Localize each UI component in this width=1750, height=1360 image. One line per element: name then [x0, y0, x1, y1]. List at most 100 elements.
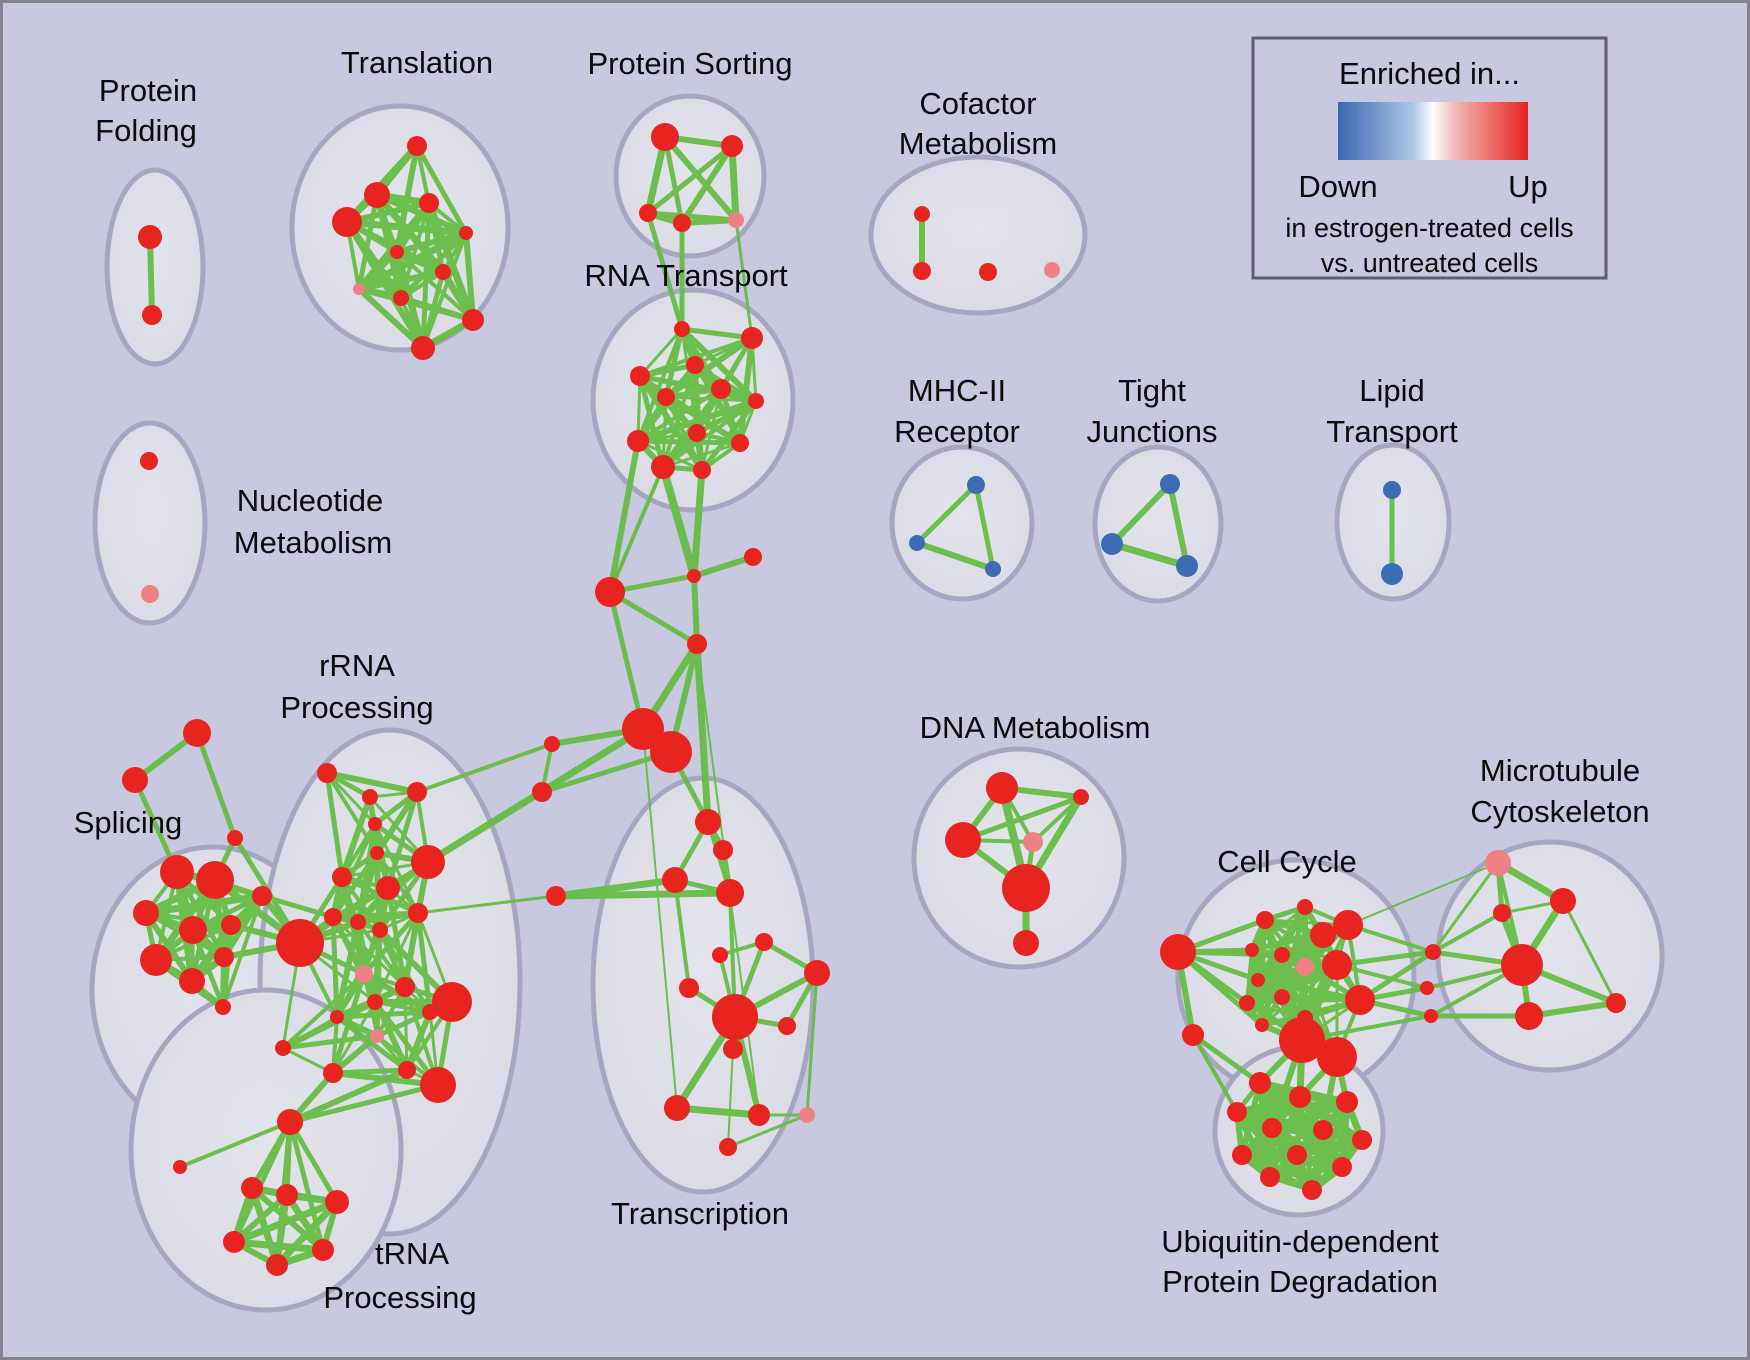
network-edge [274, 1192, 290, 1268]
network-node [353, 283, 365, 295]
network-node [651, 455, 675, 479]
network-node [1023, 832, 1043, 852]
network-node [1279, 1017, 1325, 1063]
network-edge [973, 482, 996, 572]
network-edge [1526, 1000, 1619, 1019]
network-edge [281, 972, 366, 1050]
network-edge [637, 373, 705, 473]
network-node [1274, 947, 1290, 963]
network-edge [727, 1048, 734, 1148]
network-edge [690, 466, 706, 580]
network-node [748, 1104, 770, 1126]
legend: Enriched in... Down Up in estrogen-treated … [1251, 36, 1608, 280]
network-edge [1245, 933, 1325, 1005]
network-edge [914, 482, 979, 546]
network-node [1485, 850, 1511, 876]
network-edge [1267, 1164, 1345, 1180]
network-node [179, 968, 205, 994]
network-node [420, 1067, 456, 1103]
network-edge [607, 589, 646, 732]
network-node [728, 212, 744, 228]
network-edge [638, 327, 684, 378]
network-edge [325, 771, 377, 826]
network-edge [399, 270, 445, 300]
network-node [324, 908, 342, 926]
lipid-transport-label: Lipid [1359, 373, 1425, 408]
lipid-transport-label: Transport [1326, 414, 1458, 449]
network-node [741, 327, 763, 349]
translation-label: Translation [341, 45, 493, 80]
network-node [323, 1063, 343, 1083]
mhc-ii-receptor-ellipse [889, 444, 1035, 602]
network-edge [334, 1009, 433, 1020]
ubiquitin-degradation-label: Ubiquitin-dependent [1161, 1224, 1439, 1259]
network-node [695, 809, 721, 835]
network-node [1381, 563, 1403, 585]
network-node [1313, 1120, 1333, 1140]
network-node [693, 461, 711, 479]
network-edge [1561, 899, 1618, 1005]
network-node [713, 840, 733, 860]
network-node [1420, 981, 1434, 995]
network-node [1182, 1024, 1204, 1046]
network-edge [645, 210, 685, 332]
network-node [1310, 922, 1336, 948]
network-node [711, 379, 731, 399]
network-node [721, 135, 743, 157]
network-node [716, 879, 744, 907]
network-node [133, 900, 159, 926]
network-node [1227, 1102, 1247, 1122]
network-node [398, 1061, 416, 1079]
network-node [1345, 985, 1375, 1015]
network-node [1317, 1037, 1357, 1077]
network-node [1606, 993, 1626, 1013]
network-node [622, 708, 664, 750]
network-node [799, 1107, 815, 1123]
network-edge [1244, 962, 1340, 1006]
legend-subtitle-line2: vs. untreated cells [1321, 248, 1539, 278]
network-node [595, 577, 625, 607]
network-node [276, 919, 324, 967]
microtubule-cytoskeleton-label: Microtubule [1480, 753, 1640, 788]
network-node [459, 226, 473, 240]
network-node [393, 290, 409, 306]
network-node [408, 903, 428, 923]
network-edge [659, 463, 698, 580]
network-edge [324, 770, 420, 795]
network-edge [636, 439, 704, 472]
network-edge [1431, 911, 1504, 954]
network-edge [280, 1033, 380, 1051]
network-node [731, 434, 749, 452]
network-node [411, 336, 435, 360]
network-node [432, 982, 472, 1022]
network-node [350, 914, 366, 930]
network-node [630, 366, 650, 386]
network-edge [607, 438, 641, 595]
network-edge [734, 218, 754, 340]
network-node [909, 535, 925, 551]
network-node [650, 731, 692, 773]
network-edge [287, 1082, 441, 1125]
network-node [367, 994, 383, 1010]
network-edge [645, 143, 735, 216]
network-node [967, 476, 985, 494]
splicing-label: Splicing [74, 805, 183, 840]
network-node [1160, 934, 1196, 970]
cluster-labels: Protein Folding Translation Protein Sorting… [74, 45, 1650, 1315]
network-node [1239, 995, 1255, 1011]
network-node [1249, 1072, 1271, 1094]
network-edge [178, 1120, 292, 1169]
network-edge [425, 789, 545, 865]
ubiquitin-degradation-label: Protein Degradation [1162, 1264, 1438, 1299]
network-node [778, 1017, 796, 1035]
network-node [1255, 1018, 1269, 1032]
network-node [1013, 930, 1039, 956]
network-edge [728, 142, 740, 224]
network-edge [679, 217, 739, 226]
trna-processing-label: Processing [323, 1280, 476, 1315]
network-node [744, 548, 762, 566]
network-node [435, 264, 451, 280]
network-edge [356, 249, 400, 292]
